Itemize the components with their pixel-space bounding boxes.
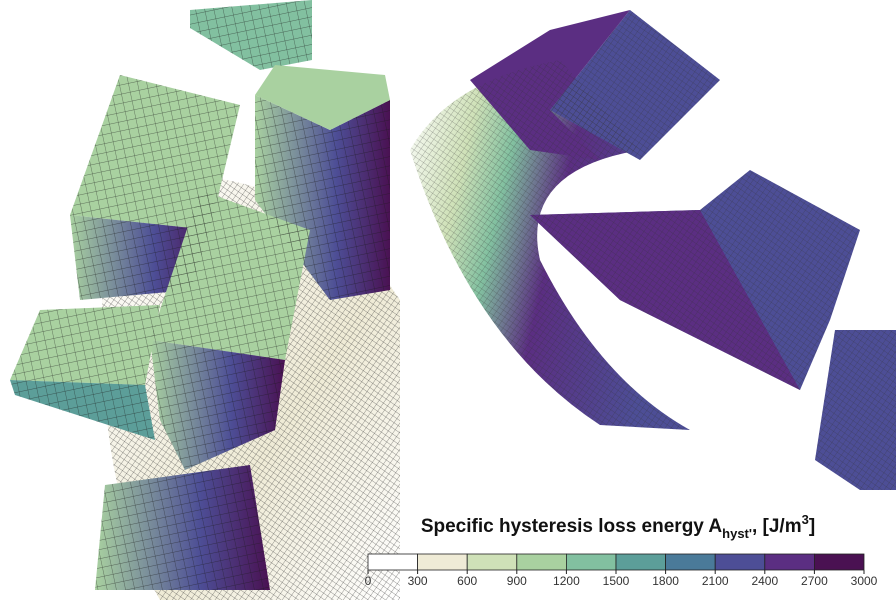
mesh-lines [410, 10, 896, 490]
tick-label: 600 [457, 574, 477, 588]
tick-label: 0 [365, 574, 372, 588]
colorbar-segment [566, 553, 617, 571]
colorbar-title: Specific hysteresis loss energy Ahyst', … [421, 512, 815, 541]
left-mesh [10, 0, 400, 600]
tick-label: 2100 [702, 574, 729, 588]
mesh-lines [10, 0, 390, 590]
colorbar-segment [367, 553, 418, 571]
mesh-block [255, 65, 390, 130]
colorbar-segment [714, 553, 766, 571]
tick-label: 900 [507, 574, 527, 588]
colorbar-segment [764, 553, 815, 571]
colorbar-segment [516, 553, 567, 571]
colorbar: 0 300 600 900 1200 1500 1800 2100 2400 2700 3000 [365, 553, 878, 588]
colorbar-segment [665, 553, 716, 571]
tick-label: 1200 [553, 574, 580, 588]
tick-label: 300 [408, 574, 428, 588]
colorbar-segment [615, 553, 666, 571]
tick-label: 1800 [652, 574, 679, 588]
colorbar-segment [417, 553, 468, 571]
tick-label: 2700 [801, 574, 828, 588]
tick-label: 1500 [603, 574, 630, 588]
colorbar-segment [814, 553, 865, 571]
right-mesh [410, 10, 896, 490]
tick-label: 3000 [851, 574, 878, 588]
tick-label: 2400 [751, 574, 778, 588]
colorbar-segment [466, 553, 518, 571]
